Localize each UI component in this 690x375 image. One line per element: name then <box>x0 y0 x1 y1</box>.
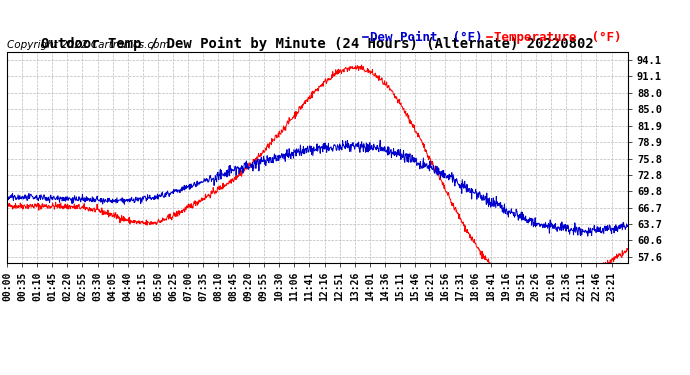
Text: Copyright 2022 Cartronics.com: Copyright 2022 Cartronics.com <box>7 40 170 50</box>
Title: Outdoor Temp / Dew Point by Minute (24 Hours) (Alternate) 20220802: Outdoor Temp / Dew Point by Minute (24 H… <box>41 37 594 51</box>
Legend: Dew Point  (°F), Temperature  (°F): Dew Point (°F), Temperature (°F) <box>363 32 622 45</box>
